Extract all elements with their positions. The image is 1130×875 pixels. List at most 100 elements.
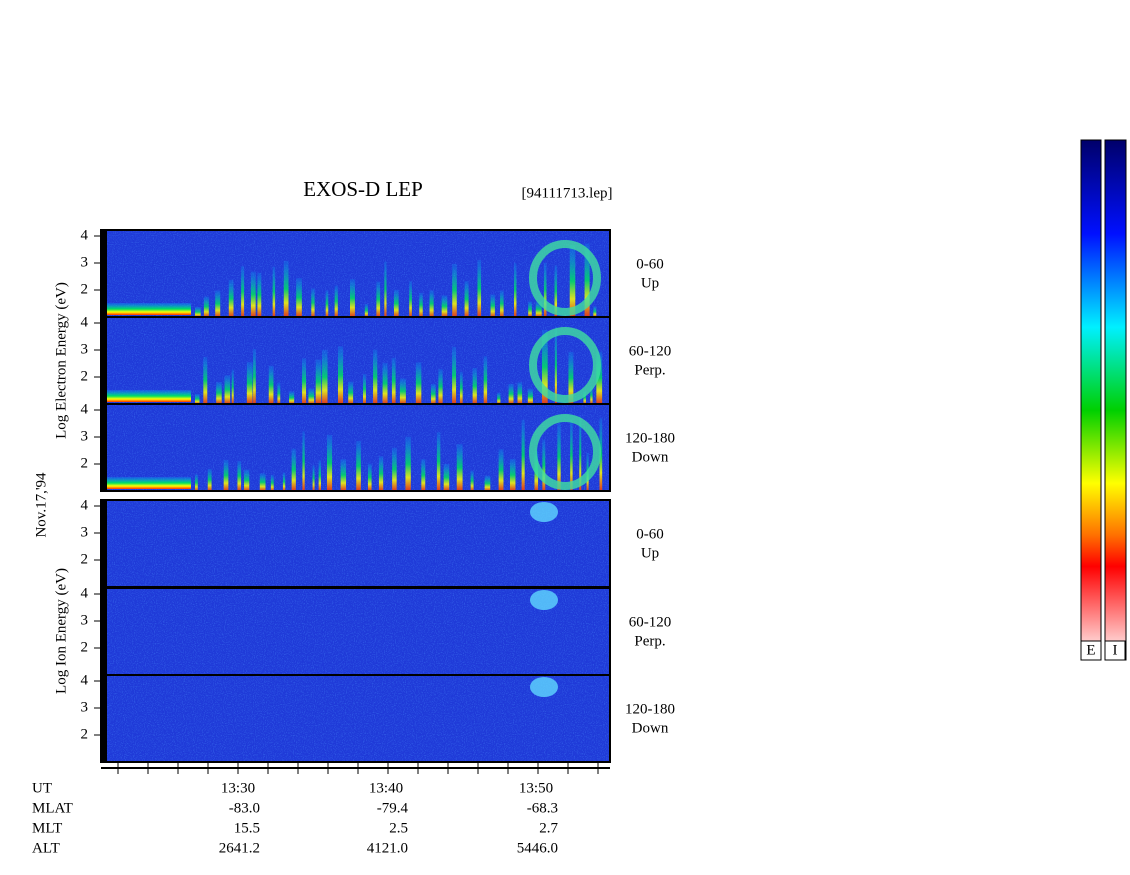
- panel-direction: Down: [632, 449, 669, 465]
- axis-bar: [101, 675, 107, 762]
- ephemeris-name: UT: [32, 780, 52, 796]
- y-tick-label: 4: [81, 497, 89, 513]
- spectrogram-feature: [584, 243, 590, 317]
- panel-direction: Perp.: [634, 362, 665, 378]
- spectrogram-feature: [283, 260, 289, 317]
- spectrogram-feature: [350, 279, 355, 317]
- panel-range: 0-60: [636, 526, 664, 542]
- y-tick-label: 3: [81, 524, 89, 540]
- spectrogram-feature: [569, 245, 576, 317]
- file-name: [94111713.lep]: [522, 185, 613, 201]
- spectrogram-feature: [438, 369, 443, 404]
- spectrogram-feature: [318, 460, 321, 491]
- spectrogram-feature: [384, 261, 387, 317]
- y-tick-label: 3: [81, 612, 89, 628]
- y-tick-label: 3: [81, 254, 89, 270]
- spectrogram-feature: [421, 459, 426, 491]
- spectrogram-feature: [498, 449, 504, 491]
- colorbar: [1104, 139, 1127, 661]
- spectrogram-feature: [282, 472, 286, 491]
- spectrogram-feature: [590, 386, 593, 404]
- spectrogram-feature: [530, 677, 558, 697]
- ephemeris-value: 2.5: [389, 820, 408, 836]
- ephemeris-value: 2.7: [539, 820, 558, 836]
- axis-bar: [101, 588, 107, 675]
- ephemeris-name: MLT: [32, 820, 62, 836]
- spectrogram-noise: [101, 500, 610, 587]
- spectrogram-feature: [530, 590, 558, 610]
- spectrogram-feature: [106, 390, 191, 402]
- ephemeris-value: 13:30: [221, 780, 255, 796]
- spectrogram-feature: [554, 326, 557, 404]
- spectrogram-feature: [312, 465, 315, 491]
- spectrogram-feature: [521, 419, 525, 491]
- spectrogram-feature: [106, 303, 191, 315]
- spectrogram-feature: [302, 358, 307, 404]
- title: EXOS-D LEP: [303, 177, 423, 201]
- ephemeris-value: -83.0: [229, 800, 260, 816]
- spectrogram-feature: [543, 262, 547, 317]
- spectrogram-feature: [272, 266, 276, 317]
- spectrogram-feature: [259, 473, 266, 491]
- ephemeris-name: ALT: [32, 840, 60, 856]
- spectrogram-feature: [296, 278, 302, 317]
- spectrogram-feature: [483, 356, 488, 404]
- ephemeris-value: 4121.0: [367, 840, 408, 856]
- spectrogram-feature: [378, 456, 384, 491]
- spectrogram-feature: [277, 382, 281, 404]
- panel-range: 120-180: [625, 701, 675, 717]
- spectrogram-feature: [579, 416, 582, 491]
- colorbar-label: I: [1113, 642, 1118, 658]
- group-label: Log Ion Energy (eV): [53, 568, 69, 694]
- spectrogram-feature: [529, 414, 601, 490]
- spectrogram-feature: [470, 470, 474, 491]
- spectrogram-feature: [392, 447, 397, 491]
- y-tick-label: 2: [81, 281, 89, 297]
- spectrogram-feature: [568, 351, 574, 404]
- spectrogram-feature: [431, 384, 436, 404]
- spectrogram-feature: [554, 265, 558, 317]
- spectrogram-feature: [253, 348, 256, 404]
- y-tick-label: 2: [81, 551, 89, 567]
- spectrogram-feature: [244, 469, 250, 491]
- spectrogram-noise: [101, 317, 610, 404]
- spectrogram-feature: [241, 266, 245, 317]
- axis-bar: [101, 500, 107, 587]
- spectrogram-feature: [228, 279, 234, 317]
- spectrogram-feature: [207, 468, 212, 491]
- ephemeris-value: -68.3: [527, 800, 558, 816]
- spectrogram-feature: [250, 271, 256, 317]
- y-tick-label: 3: [81, 341, 89, 357]
- spectrogram-feature: [542, 439, 546, 491]
- y-tick-label: 4: [81, 401, 89, 417]
- spectrogram-feature: [517, 382, 523, 404]
- spectrogram-feature: [508, 383, 514, 404]
- spectrogram-feature: [337, 346, 344, 404]
- spectrogram-feature: [315, 359, 322, 404]
- ephemeris-value: 2641.2: [219, 840, 260, 856]
- y-tick-label: 4: [81, 672, 89, 688]
- spectrogram-feature: [224, 375, 231, 404]
- spectrogram-feature: [289, 391, 295, 404]
- spectrogram-feature: [195, 393, 200, 404]
- spectrogram-feature: [436, 432, 441, 491]
- spectrogram-feature: [356, 440, 361, 491]
- spectrogram-feature: [223, 459, 229, 491]
- y-tick-label: 4: [81, 227, 89, 243]
- spectrogram-feature: [325, 290, 329, 317]
- spectrogram-feature: [393, 289, 399, 317]
- y-tick-label: 4: [81, 314, 89, 330]
- spectrogram-feature: [203, 356, 208, 404]
- spectrogram-feature: [246, 362, 253, 404]
- spectrogram-feature: [311, 288, 315, 317]
- axis-bar: [101, 317, 107, 404]
- y-tick-label: 2: [81, 368, 89, 384]
- spectrogram-feature: [557, 423, 561, 491]
- spectrogram-feature: [529, 240, 601, 316]
- axis-bar: [101, 404, 107, 491]
- group-label: Log Electron Energy (eV): [53, 282, 69, 439]
- spectrogram-feature: [477, 260, 482, 317]
- ephemeris-value: 13:50: [519, 780, 553, 796]
- spectrogram-feature: [528, 301, 532, 317]
